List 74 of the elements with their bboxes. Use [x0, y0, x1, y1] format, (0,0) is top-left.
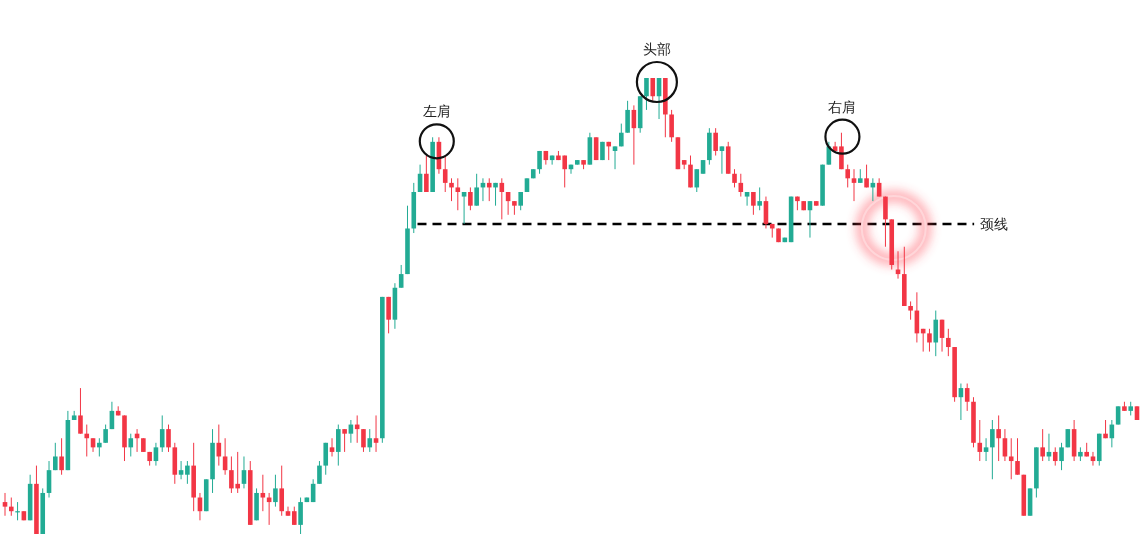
candlestick	[1052, 446, 1058, 467]
candlestick	[1115, 405, 1121, 426]
candlestick	[468, 186, 473, 211]
candlestick	[964, 383, 970, 412]
candlestick	[996, 414, 1001, 462]
candlestick	[1090, 451, 1096, 467]
candlestick	[386, 296, 391, 334]
candlestick	[317, 460, 322, 485]
candlestick	[84, 424, 90, 457]
candlestick	[883, 196, 888, 248]
candlestick	[851, 168, 857, 202]
candlestick	[1015, 437, 1020, 476]
candlestick	[694, 168, 700, 193]
candlestick	[751, 191, 756, 216]
candlestick	[342, 428, 347, 453]
candlestick	[373, 414, 379, 453]
candlestick	[166, 424, 171, 453]
candlestick	[455, 177, 461, 211]
candlestick	[291, 506, 297, 526]
candlestick	[625, 100, 630, 134]
candlestick	[1059, 442, 1064, 471]
candlestick	[688, 155, 693, 188]
candlestick	[178, 460, 184, 480]
candlestick	[442, 155, 448, 193]
ref-line-label: 颈线	[980, 215, 1009, 232]
candlestick	[449, 177, 454, 202]
candlestick	[2, 492, 8, 517]
candlestick	[990, 419, 995, 480]
candlestick	[367, 428, 373, 453]
candlestick	[933, 310, 939, 357]
candlestick	[908, 300, 913, 321]
candlestick	[839, 132, 844, 170]
candlestick	[650, 77, 656, 102]
candlestick	[732, 168, 737, 188]
candlestick	[103, 424, 108, 444]
candlestick	[669, 109, 674, 143]
candlestick	[719, 145, 725, 175]
candlestick	[78, 387, 83, 435]
candlestick	[1008, 437, 1014, 480]
candlestick	[744, 191, 750, 207]
candlestick	[323, 442, 329, 476]
annotation: 左肩	[422, 103, 451, 120]
candlestick	[518, 191, 523, 211]
candlestick	[185, 460, 190, 485]
candlestick	[336, 424, 341, 467]
candlestick	[757, 186, 762, 211]
candlestick	[128, 433, 134, 457]
candlestick	[1040, 428, 1045, 462]
candlestick	[398, 264, 404, 289]
candlestick	[273, 474, 278, 508]
annotation: 右肩	[828, 98, 857, 115]
candlestick	[946, 328, 951, 357]
candlestick	[329, 437, 335, 457]
candlestick	[612, 145, 618, 170]
candlestick	[159, 414, 165, 453]
candlestick	[424, 155, 429, 193]
candlestick	[474, 173, 479, 207]
candlestick	[461, 191, 467, 225]
candlestick	[298, 497, 303, 535]
candlestick	[713, 127, 718, 157]
candlestick	[361, 428, 366, 453]
candlestick	[53, 442, 58, 471]
candlestick	[279, 465, 285, 517]
candlestick	[260, 474, 266, 512]
candlestick	[486, 177, 492, 202]
candlestick	[845, 164, 851, 188]
candlestick	[644, 77, 649, 111]
candlestick	[983, 437, 989, 462]
candlestick	[927, 328, 932, 353]
candlestick	[8, 497, 14, 517]
annotation: 头部	[642, 41, 671, 57]
candlestick	[59, 437, 64, 476]
candlestick	[977, 419, 983, 462]
candlestick	[97, 437, 102, 457]
